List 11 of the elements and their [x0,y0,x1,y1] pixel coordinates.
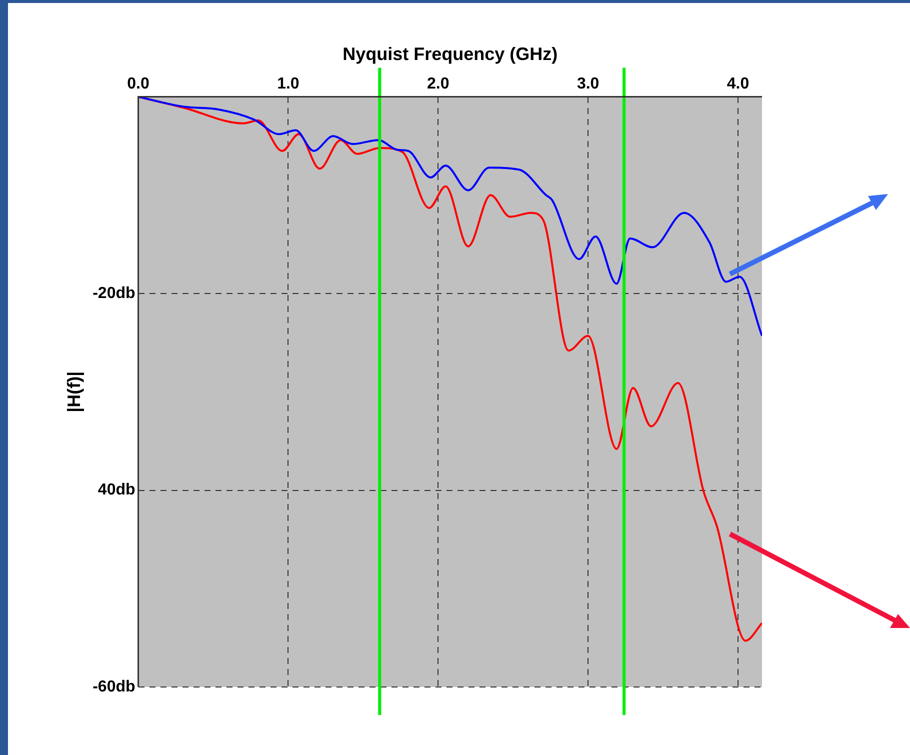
x-tick-label: 1.0 [277,76,300,93]
x-axis-title: Nyquist Frequency (GHz) [342,44,558,64]
y-tick-label: 40db [98,482,136,499]
x-tick-label: 0.0 [127,76,150,93]
y-tick-label: -60db [92,678,136,696]
y-axis-title: |H(f)| [64,371,84,412]
line-series [138,96,762,337]
x-tick-label: 4.0 [726,76,750,93]
x-tick-label: 3.0 [576,76,600,93]
x-tick-label: 2.0 [427,76,450,93]
y-tick-label: -20db [92,284,136,302]
